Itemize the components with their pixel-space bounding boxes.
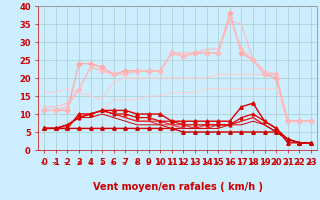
Text: Vent moyen/en rafales ( km/h ): Vent moyen/en rafales ( km/h ) bbox=[92, 182, 263, 192]
